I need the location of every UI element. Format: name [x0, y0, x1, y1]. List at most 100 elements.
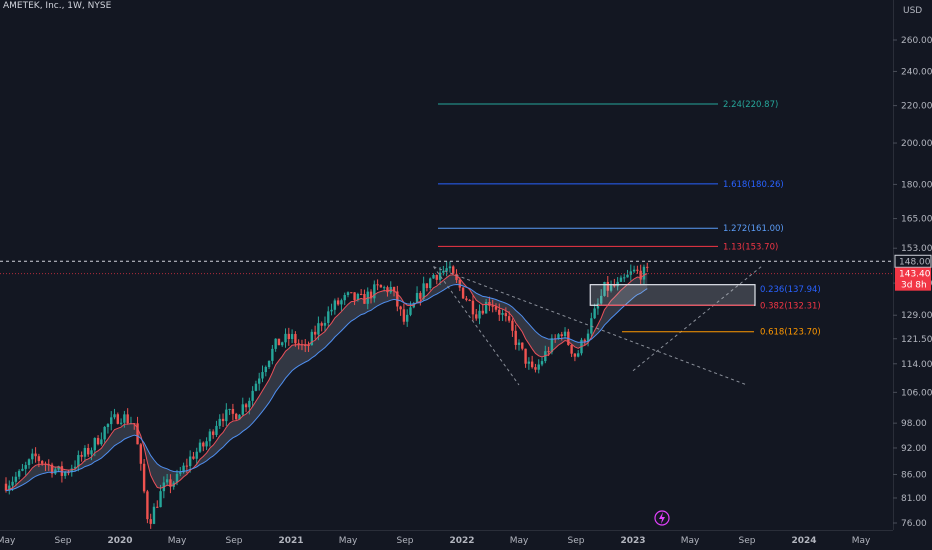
- candle-body-10: [37, 456, 41, 462]
- candle-body-16: [57, 466, 60, 470]
- candle-body-36: [123, 414, 126, 423]
- candle-body-176: [583, 339, 586, 343]
- price-tick-label-14: 86.00: [901, 470, 927, 480]
- price-tick-label-9: 121.50: [901, 335, 932, 345]
- candle-body-9: [34, 453, 37, 457]
- candle-body-100: [333, 300, 337, 310]
- time-tick-label-15: May: [852, 536, 871, 546]
- candle-body-44: [149, 519, 152, 524]
- trendline-down-long: [433, 266, 748, 386]
- candle-body-93: [310, 331, 314, 346]
- candle-body-107: [356, 293, 360, 301]
- candle-body-189: [626, 274, 629, 278]
- fib-label-0.382: 0.382(132.31): [760, 301, 821, 311]
- candle-body-46: [156, 506, 159, 508]
- candle-body-31: [106, 424, 110, 427]
- time-axis[interactable]: May Sep 2020 May Sep 2021 May Sep 2022 May Sep 2023…: [0, 530, 893, 547]
- candle-body-126: [419, 292, 422, 299]
- price-tick-label-11: 106.00: [901, 388, 932, 398]
- candle-body-183: [606, 282, 609, 291]
- price-tick-label-0: 260.00: [901, 36, 932, 46]
- candle-body-59: [198, 442, 202, 452]
- candle-body-84: [281, 342, 284, 346]
- candle-body-109: [363, 293, 366, 304]
- candle-body-25: [87, 447, 90, 455]
- candle-body-139: [461, 287, 465, 299]
- time-tick-label-6: May: [339, 536, 358, 546]
- candle-body-120: [399, 306, 402, 310]
- candle-body-37: [126, 414, 129, 424]
- candle-body-72: [241, 404, 244, 415]
- candle-body-32: [110, 417, 113, 425]
- candle-body-50: [169, 479, 172, 487]
- candle-body-162: [537, 364, 540, 370]
- candle-body-191: [632, 269, 636, 272]
- candle-body-156: [517, 342, 521, 345]
- candle-body-172: [570, 344, 573, 354]
- candle-body-26: [90, 450, 93, 455]
- price-tick-label-13: 92.00: [901, 444, 927, 454]
- candle-body-179: [593, 308, 596, 319]
- candle-body-192: [636, 269, 639, 271]
- event-marker-bolt: [659, 512, 665, 524]
- candle-body-138: [458, 279, 462, 288]
- candle-body-195: [646, 266, 649, 268]
- candle-body-97: [323, 322, 327, 326]
- candle-body-114: [379, 284, 383, 288]
- candle-body-144: [478, 310, 481, 319]
- candle-body-153: [507, 316, 511, 321]
- lightning-icon[interactable]: [654, 510, 670, 526]
- price-tick-label-5: 165.00: [901, 215, 932, 225]
- candle-body-0: [4, 483, 8, 491]
- last-price-label: 143.40: [899, 270, 931, 280]
- time-tick-label-9: May: [510, 536, 529, 546]
- candle-body-193: [639, 270, 642, 280]
- demand-zone-box: [589, 284, 756, 306]
- candle-body-68: [228, 408, 231, 410]
- candle-body-147: [488, 302, 491, 306]
- candle-body-187: [619, 277, 623, 282]
- candle-body-141: [468, 299, 471, 301]
- candle-body-79: [264, 367, 267, 373]
- candle-body-6: [24, 465, 27, 469]
- candle-body-69: [231, 408, 235, 414]
- price-tick-label-1: 240.00: [901, 67, 932, 77]
- candle-body-135: [448, 266, 452, 269]
- candle-body-14: [50, 464, 54, 474]
- candle-body-34: [116, 414, 120, 424]
- candle-body-41: [139, 444, 143, 464]
- candle-body-111: [369, 291, 373, 299]
- candle-body-81: [271, 348, 274, 361]
- candle-body-190: [629, 271, 633, 275]
- time-tick-label-7: Sep: [397, 536, 414, 546]
- candle-body-7: [27, 459, 31, 466]
- candle-body-169: [560, 334, 563, 337]
- candle-body-60: [202, 442, 205, 447]
- candle-body-148: [491, 305, 494, 307]
- ema-fast-line: [5, 273, 648, 492]
- time-tick-label-2: 2020: [107, 536, 132, 546]
- candle-body-159: [527, 361, 531, 364]
- candle-body-17: [60, 466, 64, 476]
- candle-body-177: [586, 333, 590, 343]
- fib-label-1.272: 1.272(161.00): [723, 224, 784, 234]
- candle-body-104: [346, 292, 350, 296]
- candle-body-80: [267, 360, 271, 368]
- candle-body-95: [317, 323, 320, 335]
- candle-body-42: [142, 463, 146, 492]
- candle-body-22: [77, 455, 80, 467]
- chart-title: AMETEK, Inc., 1W, NYSE: [3, 1, 112, 11]
- candle-body-19: [67, 472, 70, 474]
- candle-body-20: [70, 468, 73, 473]
- candle-body-134: [445, 268, 448, 271]
- fib-extension: 2.24(220.87) 1.618(180.26) 1.272(161.00) 1.…: [438, 100, 821, 338]
- dashed-level-label: 148.00: [899, 257, 931, 267]
- candle-body-23: [80, 455, 83, 457]
- candle-body-18: [63, 472, 67, 476]
- price-tick-label-12: 98.00: [901, 419, 927, 429]
- candle-body-83: [277, 338, 281, 346]
- candle-body-145: [481, 310, 485, 314]
